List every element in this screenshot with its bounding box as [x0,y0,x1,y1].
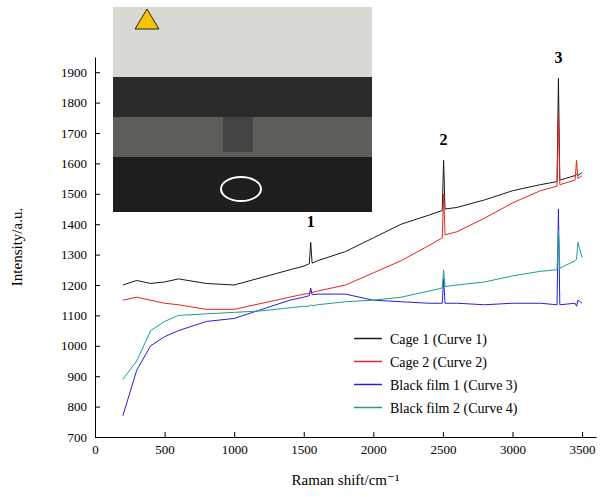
photo-stage [113,157,372,212]
annotation: 1 [307,213,315,230]
tick: 1300 [61,247,100,262]
tick-label: 1700 [61,126,87,141]
tick-label: 1100 [61,308,87,323]
tick-label: 1000 [61,338,87,353]
tick: 3000 [500,432,526,457]
tick: 3500 [570,432,596,457]
tick-label: 2500 [430,442,456,457]
legend-swatch [354,407,382,409]
tick-mark [304,432,305,437]
tick-mark [95,255,100,256]
photo-microscope [113,7,372,77]
tick-label: 1600 [61,156,87,171]
legend-swatch [354,384,382,386]
tick: 1500 [291,432,317,457]
tick-label: 500 [155,442,175,457]
tick-mark [443,432,444,437]
photo-turret [113,77,372,117]
legend-swatch [354,361,382,363]
tick-mark [95,376,100,377]
tick-label: 800 [68,399,88,414]
tick-label: 2000 [361,442,387,457]
tick-label: 700 [68,430,88,445]
tick-mark [582,432,583,437]
legend-swatch [354,338,382,340]
photo-warning-sign [135,9,159,29]
tick-mark [95,437,100,438]
tick: 1000 [61,338,100,353]
tick: 1700 [61,126,100,141]
tick: 800 [68,399,101,414]
x-axis: 0 500 1000 1500 2000 2500 3000 3500 [92,432,596,457]
tick: 2500 [430,432,456,457]
tick-mark [95,194,100,195]
tick: 1600 [61,156,100,171]
legend-label: Cage 2 (Curve 2) [390,355,487,371]
tick-label: 0 [92,442,99,457]
tick-label: 1300 [61,247,87,262]
x-axis-title: Raman shift/cm⁻¹ [292,472,400,488]
tick-label: 1500 [61,186,87,201]
tick-label: 1900 [61,65,87,80]
tick-label: 1500 [291,442,317,457]
tick: 1000 [222,432,248,457]
chart: 0 500 1000 1500 2000 2500 3000 3500 700 800 900 100… [0,0,603,497]
series-line [123,209,582,416]
legend-item: Black film 2 (Curve 4) [354,401,518,417]
photo-background [113,7,372,212]
tick-mark [95,72,100,73]
tick: 1400 [61,217,100,232]
legend-item: Cage 1 (Curve 1) [354,332,487,348]
legend-label: Black film 1 (Curve 3) [390,378,518,394]
tick-mark [513,432,514,437]
tick-label: 1000 [222,442,248,457]
axis-line [95,58,96,438]
tick-label: 3500 [570,442,596,457]
tick-label: 1400 [61,217,87,232]
tick: 1100 [61,308,100,323]
tick-mark [95,133,100,134]
y-axis-title: Intensity/a.u. [9,208,25,286]
tick-label: 1800 [61,95,87,110]
tick: 900 [68,369,101,384]
plot-area: 0 500 1000 1500 2000 2500 3000 3500 700 800 900 100… [61,49,597,457]
tick-mark [95,163,100,164]
tick: 1800 [61,95,100,110]
tick: 1900 [61,65,100,80]
legend-label: Cage 1 (Curve 1) [390,332,487,348]
tick-mark [95,407,100,408]
tick-label: 900 [68,369,88,384]
axis-line [96,437,597,438]
y-axis: 700 800 900 1000 1100 1200 1300 1400 1500 1600 170… [61,58,100,445]
annotation: 3 [554,49,562,66]
tick-mark [165,432,166,437]
tick-mark [373,432,374,437]
tick: 700 [68,430,101,445]
tick-mark [95,103,100,104]
inset-photo [113,7,372,212]
tick: 1500 [61,186,100,201]
tick-mark [95,285,100,286]
legend-item: Black film 1 (Curve 3) [354,378,518,394]
tick-mark [95,224,100,225]
legend-label: Black film 2 (Curve 4) [390,401,518,417]
tick-label: 1200 [61,278,87,293]
annotation: 2 [440,131,448,148]
legend: Cage 1 (Curve 1) Cage 2 (Curve 2) Black fi… [354,332,518,417]
tick: 2000 [361,432,387,457]
tick-mark [234,432,235,437]
tick-label: 3000 [500,442,526,457]
tick-mark [95,315,100,316]
photo-objective [223,117,253,152]
photo-circle [221,177,261,201]
legend-item: Cage 2 (Curve 2) [354,355,487,371]
tick: 500 [155,432,175,457]
tick: 1200 [61,278,100,293]
tick-mark [95,346,100,347]
series-line [123,230,582,379]
